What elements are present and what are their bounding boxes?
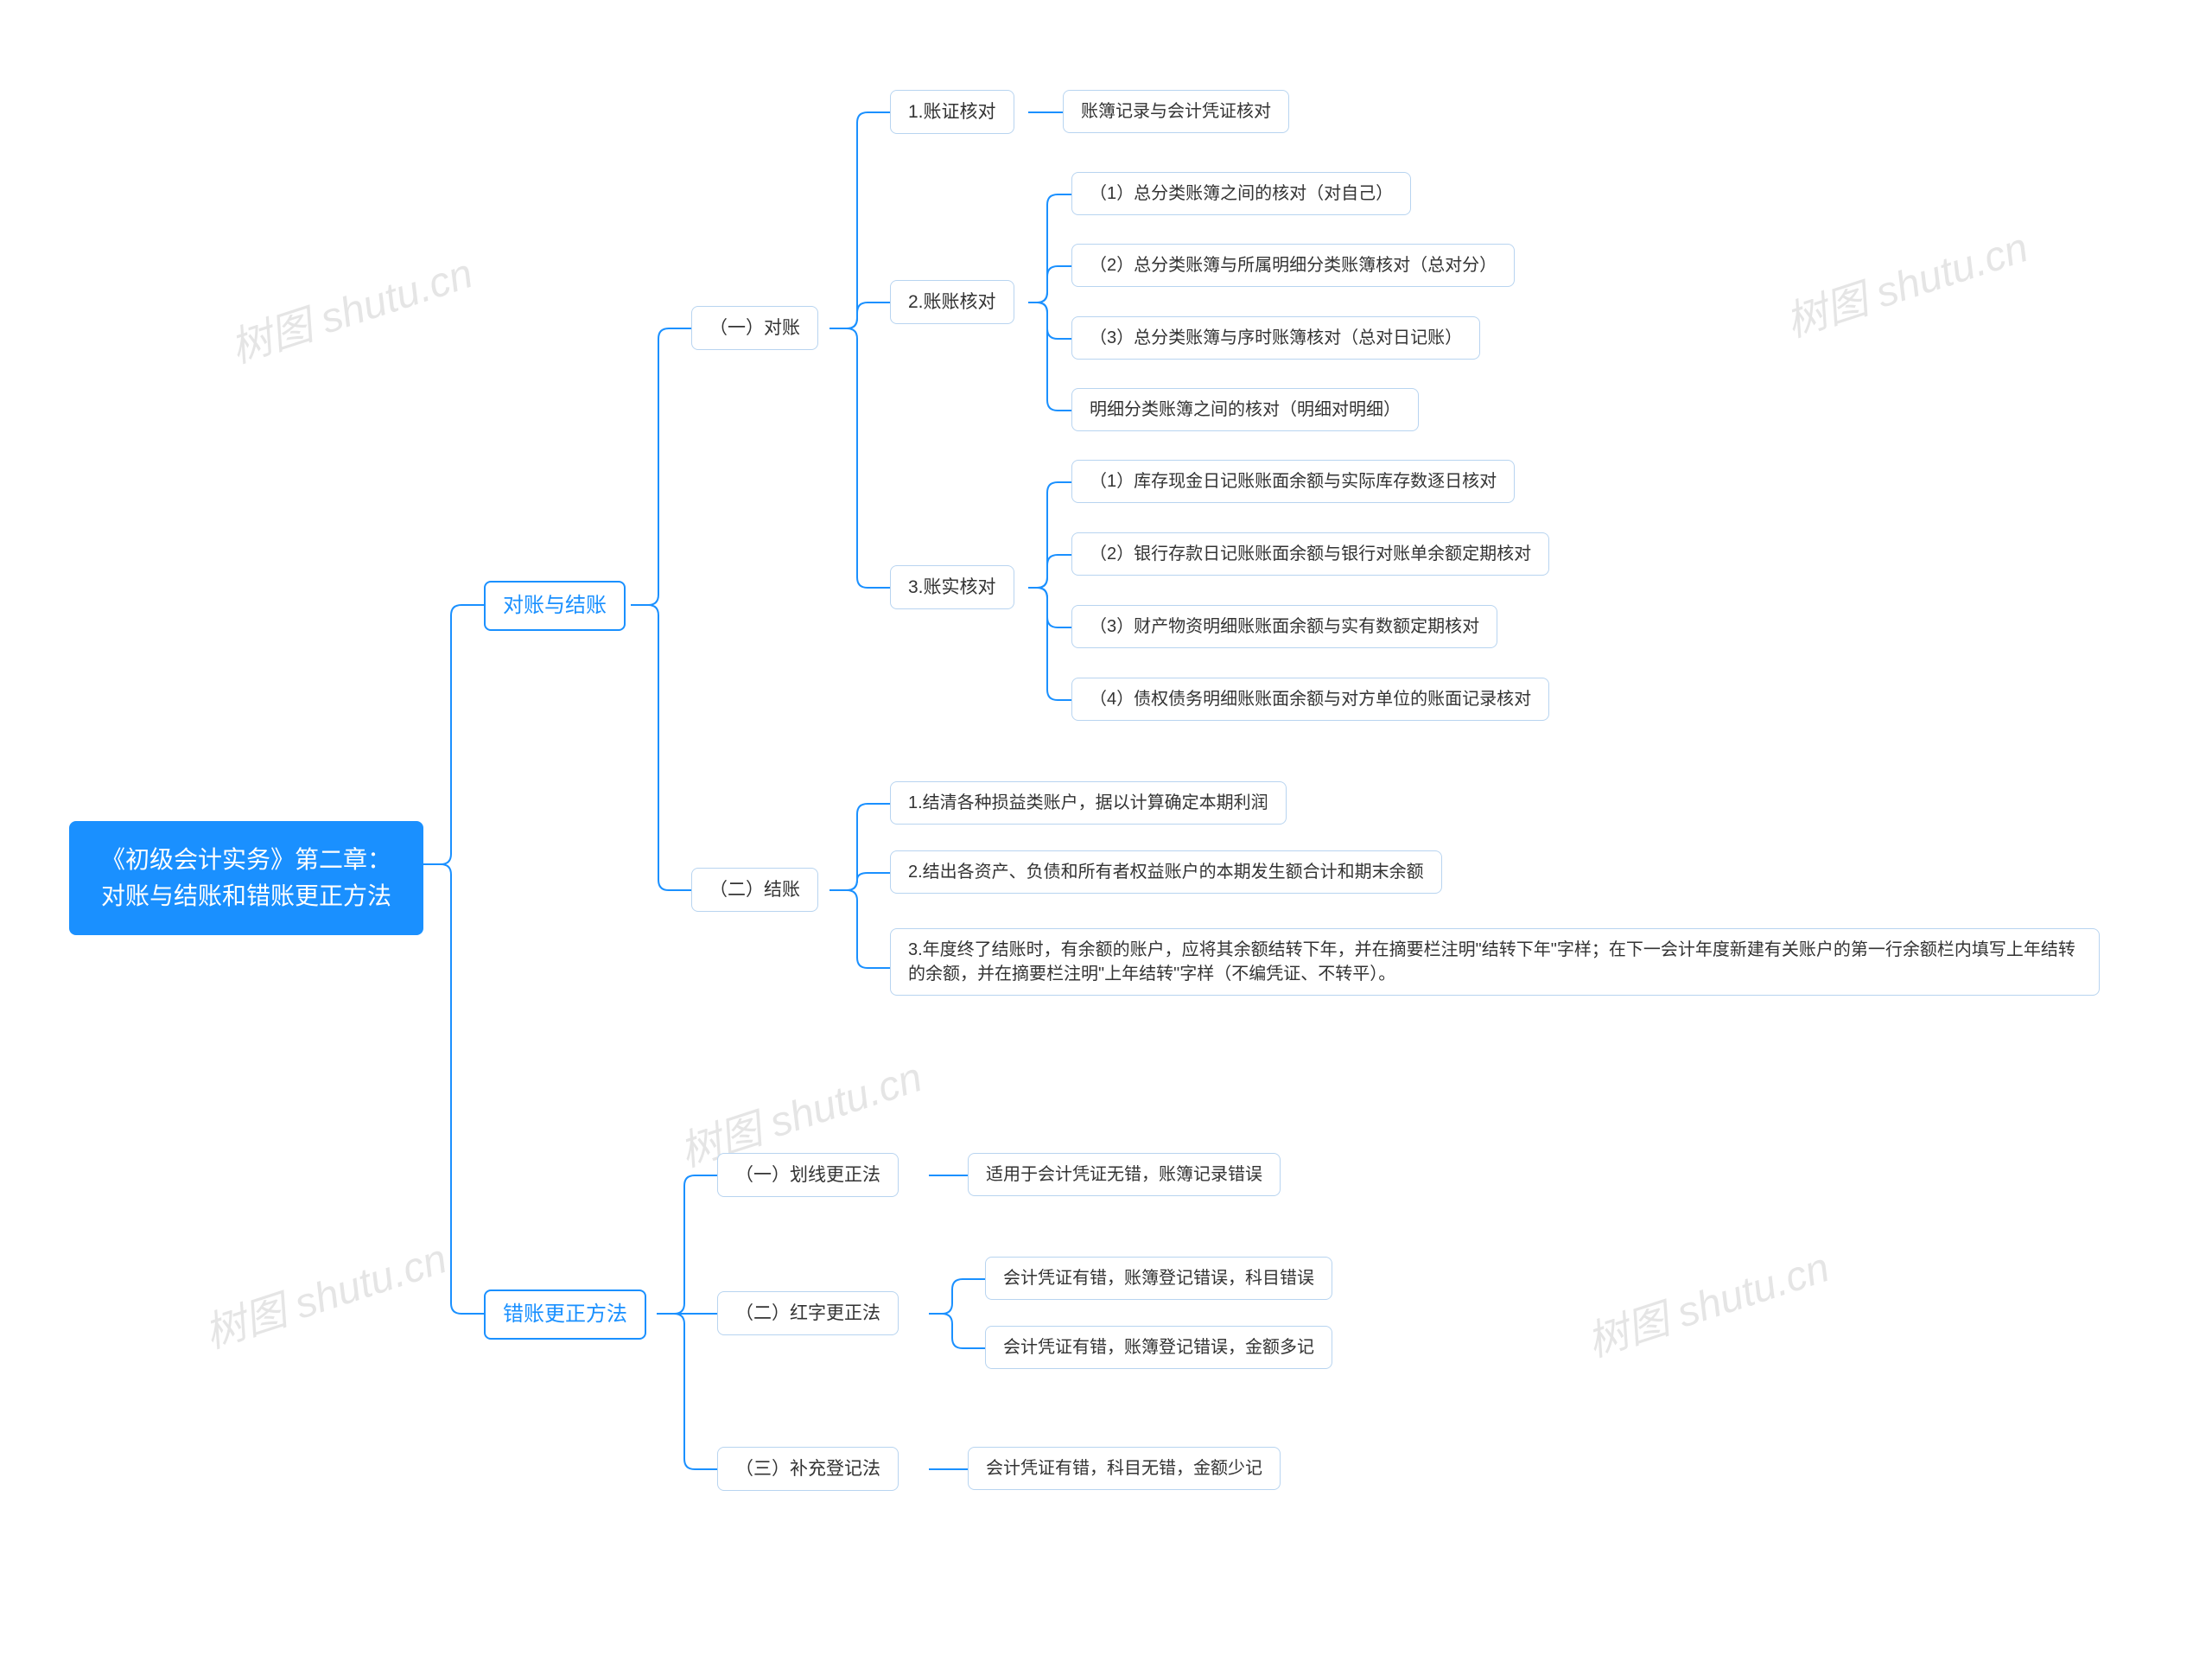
leaf-physical-verify-1: （1）库存现金日记账账面余额与实际库存数逐日核对 xyxy=(1071,460,1515,503)
leaf-physical-verify-4: （4）债权债务明细账账面余额与对方单位的账面记录核对 xyxy=(1071,678,1549,721)
leaf-ledger-verify-2: （2）总分类账簿与所属明细分类账簿核对（总对分） xyxy=(1071,244,1515,287)
watermark: 树图 shutu.cn xyxy=(195,1225,453,1360)
leaf-underline-1: 适用于会计凭证无错，账簿记录错误 xyxy=(968,1153,1281,1196)
sub-underline-method: （一）划线更正法 xyxy=(717,1153,899,1197)
watermark: 树图 shutu.cn xyxy=(1578,1233,1835,1368)
sub-verify: （一）对账 xyxy=(691,306,818,350)
branch-error-correct: 错账更正方法 xyxy=(484,1289,646,1340)
sub-red-letter-method: （二）红字更正法 xyxy=(717,1291,899,1335)
sub-ledger-verify: 2.账账核对 xyxy=(890,280,1014,324)
leaf-red-2: 会计凭证有错，账簿登记错误，金额多记 xyxy=(985,1326,1332,1369)
leaf-ledger-verify-3: （3）总分类账簿与序时账簿核对（总对日记账） xyxy=(1071,316,1480,360)
leaf-ledger-verify-1: （1）总分类账簿之间的核对（对自己） xyxy=(1071,172,1411,215)
branch-reconcile-close: 对账与结账 xyxy=(484,581,626,631)
sub-close: （二）结账 xyxy=(691,868,818,912)
watermark: 树图 shutu.cn xyxy=(221,239,479,374)
root-line1: 《初级会计实务》第二章： xyxy=(101,846,391,873)
sub-physical-verify: 3.账实核对 xyxy=(890,565,1014,609)
watermark: 树图 shutu.cn xyxy=(1777,213,2034,348)
leaf-close-1: 1.结清各种损益类账户，据以计算确定本期利润 xyxy=(890,781,1287,825)
sub-supplement-method: （三）补充登记法 xyxy=(717,1447,899,1491)
leaf-red-1: 会计凭证有错，账簿登记错误，科目错误 xyxy=(985,1257,1332,1300)
leaf-doc-verify-1: 账簿记录与会计凭证核对 xyxy=(1063,90,1289,133)
leaf-physical-verify-2: （2）银行存款日记账账面余额与银行对账单余额定期核对 xyxy=(1071,532,1549,576)
sub-doc-verify: 1.账证核对 xyxy=(890,90,1014,134)
leaf-close-2: 2.结出各资产、负债和所有者权益账户的本期发生额合计和期末余额 xyxy=(890,850,1442,894)
root-node: 《初级会计实务》第二章： 对账与结账和错账更正方法 xyxy=(69,821,423,935)
leaf-ledger-verify-4: 明细分类账簿之间的核对（明细对明细） xyxy=(1071,388,1419,431)
root-line2: 对账与结账和错账更正方法 xyxy=(101,882,391,909)
leaf-physical-verify-3: （3）财产物资明细账账面余额与实有数额定期核对 xyxy=(1071,605,1497,648)
leaf-close-3: 3.年度终了结账时，有余额的账户，应将其余额结转下年，并在摘要栏注明"结转下年"… xyxy=(890,928,2100,996)
leaf-supplement-1: 会计凭证有错，科目无错，金额少记 xyxy=(968,1447,1281,1490)
